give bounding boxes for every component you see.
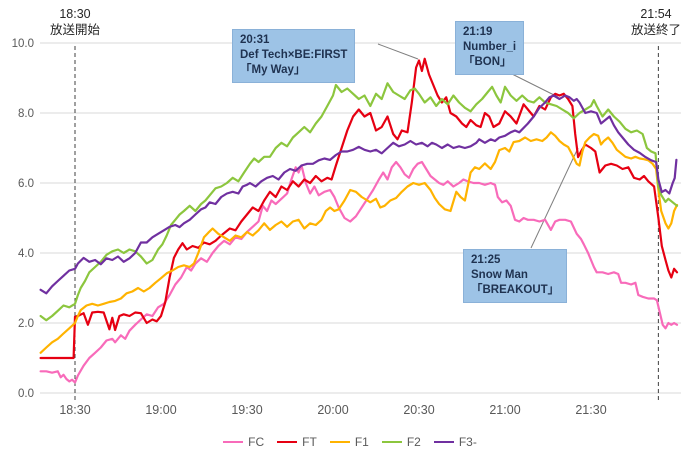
callout-breakout: 21:25 Snow Man 「BREAKOUT」: [463, 249, 568, 303]
legend-label-F3-: F3-: [458, 435, 477, 449]
legend-label-F2: F2: [406, 435, 421, 449]
y-axis-tick-label: 2.0: [18, 318, 34, 330]
callout-artist: Number_i: [463, 41, 517, 54]
legend-swatch-FT: [277, 441, 298, 443]
legend-item-FC: FC: [223, 435, 264, 449]
callout-leader-line: [530, 147, 579, 249]
callout-leader-line: [511, 73, 559, 98]
callout-time: 21:19: [463, 26, 493, 38]
callout-leader-line: [377, 43, 419, 60]
broadcast-end-time: 21:54: [640, 7, 672, 21]
legend-label-F1: F1: [354, 435, 369, 449]
callout-artist: Def Tech×BE:FIRST: [240, 49, 348, 62]
broadcast-end-text: 放送終了: [630, 23, 682, 38]
callout-my-way: 20:31 Def Tech×BE:FIRST 「My Way」: [232, 29, 356, 83]
callout-artist: Snow Man: [471, 269, 528, 282]
legend-swatch-F3-: [433, 441, 454, 443]
legend-item-F3-: F3-: [433, 435, 477, 449]
broadcast-start-text: 放送開始: [49, 23, 101, 38]
y-axis-tick-label: 8.0: [18, 108, 34, 120]
x-axis-tick-label: 21:00: [489, 403, 520, 417]
series-line-F2: [39, 82, 679, 322]
x-axis-tick-label: 18:30: [59, 403, 90, 417]
legend-swatch-FC: [223, 441, 244, 443]
callout-song: 「BREAKOUT」: [471, 284, 560, 297]
series-line-FT: [39, 57, 679, 360]
broadcast-start-label: 18:30 放送開始: [50, 6, 100, 39]
x-axis-tick-label: 20:30: [403, 403, 434, 417]
x-axis-tick-label: 21:30: [575, 403, 606, 417]
legend-swatch-F2: [381, 441, 402, 443]
y-axis-tick-label: 4.0: [18, 248, 34, 260]
series-line-F1: [39, 131, 679, 354]
callout-bon: 21:19 Number_i 「BON」: [455, 21, 525, 75]
callout-time: 20:31: [240, 34, 270, 46]
legend-item-FT: FT: [277, 435, 317, 449]
broadcast-end-label: 21:54 放送終了: [631, 6, 681, 39]
legend-label-FT: FT: [302, 435, 317, 449]
legend-item-F2: F2: [381, 435, 421, 449]
x-axis-tick-label: 20:00: [317, 403, 348, 417]
broadcast-start-time: 18:30: [59, 7, 91, 21]
chart-legend: FC FT F1 F2 F3-: [0, 435, 700, 449]
legend-item-F1: F1: [329, 435, 369, 449]
legend-label-FC: FC: [248, 435, 265, 449]
y-axis-tick-label: 0.0: [18, 388, 34, 400]
callout-time: 21:25: [471, 254, 501, 266]
series-line-F3-: [39, 94, 678, 295]
callout-song: 「My Way」: [240, 64, 306, 77]
callout-song: 「BON」: [463, 56, 512, 69]
x-axis-tick-label: 19:00: [145, 403, 176, 417]
x-axis-tick-label: 19:30: [231, 403, 262, 417]
series-line-FC: [39, 160, 679, 384]
y-axis-tick-label: 10.0: [12, 38, 34, 50]
legend-swatch-F1: [329, 441, 350, 443]
y-axis-tick-label: 6.0: [18, 178, 34, 190]
